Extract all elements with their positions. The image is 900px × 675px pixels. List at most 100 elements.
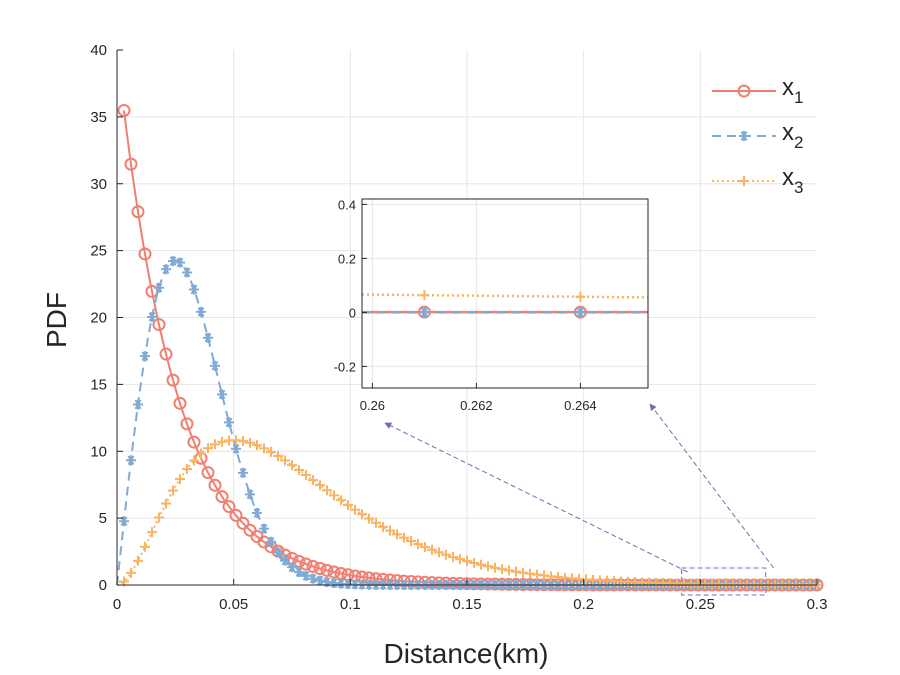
series-3-marker — [175, 474, 185, 485]
series-1-marker — [292, 554, 306, 568]
x-tick-label: 0.05 — [219, 596, 248, 613]
series-3-marker — [133, 555, 143, 566]
y-tick-label: 35 — [90, 109, 107, 126]
series-3-marker — [364, 513, 374, 524]
series-3-marker — [476, 559, 486, 570]
inset-x-tick-label: 0.262 — [460, 398, 493, 413]
tick-labels: 0 0.05 0.1 0.15 0.2 0.25 0.3 0 5 10 15 20 25 30 35 40 — [90, 42, 827, 613]
series-2-marker — [273, 547, 283, 558]
series-1-marker — [173, 396, 187, 410]
series-2-marker — [294, 567, 304, 578]
series-3-marker — [147, 527, 157, 538]
series-3-marker — [406, 536, 416, 547]
series-2-marker — [210, 360, 220, 371]
series-3-marker — [140, 541, 150, 552]
y-tick-label: 25 — [90, 243, 107, 260]
series-1-marker — [229, 508, 243, 522]
series-3-marker — [483, 561, 493, 572]
series-3-marker — [203, 443, 213, 454]
x-tick-label: 0.3 — [807, 596, 828, 613]
series-1-marker — [208, 478, 222, 492]
series-2-marker — [154, 282, 164, 293]
x-tick-label: 0.25 — [686, 596, 715, 613]
series-3-marker — [294, 465, 304, 476]
zoom-arrow-left — [384, 422, 688, 573]
inset-y-tick-label: 0.4 — [338, 197, 356, 212]
series-1-marker — [201, 466, 215, 480]
inset-plot: 0.26 0.262 0.264 -0.2 0 0.2 0.4 — [334, 197, 649, 413]
series-2-marker — [315, 575, 325, 586]
series-1-marker — [166, 373, 180, 387]
series-2-marker — [147, 311, 157, 322]
series-1-marker — [131, 205, 145, 219]
zoom-arrow-right — [649, 403, 775, 569]
series-2-marker — [196, 306, 206, 317]
series-3-marker — [161, 498, 171, 509]
series-1-marker — [313, 562, 327, 576]
series-2-marker — [224, 417, 234, 428]
series-3-marker — [210, 439, 220, 450]
series-1-marker — [187, 435, 201, 449]
series-2-marker — [343, 579, 353, 590]
series-3-marker — [427, 544, 437, 555]
series-1-marker — [306, 559, 320, 573]
inset-y-tick-label: -0.2 — [334, 359, 356, 374]
series-2-marker — [252, 507, 262, 518]
series-3-marker — [385, 525, 395, 536]
y-tick-label: 0 — [99, 577, 107, 594]
series-3-marker — [245, 437, 255, 448]
series-1-marker — [222, 500, 236, 514]
series-2-marker — [266, 536, 276, 547]
series-3-marker — [322, 485, 332, 496]
x-tick-label: 0.2 — [573, 596, 594, 613]
series-3-marker — [266, 446, 276, 457]
y-tick-label: 20 — [90, 310, 107, 327]
series-3-marker — [469, 557, 479, 568]
series-2-marker — [140, 351, 150, 362]
series-3-marker — [371, 517, 381, 528]
x-tick-label: 0.1 — [340, 596, 361, 613]
series-3-marker — [448, 552, 458, 563]
x-tick-label: 0.15 — [452, 596, 481, 613]
series-3-marker — [350, 504, 360, 515]
series-3-marker — [504, 565, 514, 576]
series-3-marker — [168, 485, 178, 496]
series-1-marker — [299, 557, 313, 571]
inset-background — [362, 199, 648, 388]
series-1-marker — [117, 103, 131, 117]
series-2-marker — [308, 573, 318, 584]
inset-series-3-marker — [419, 290, 430, 301]
series-3-marker — [126, 567, 136, 578]
series-3-marker — [315, 480, 325, 491]
series-3-marker — [357, 509, 367, 520]
y-tick-label: 30 — [90, 176, 107, 193]
series-3-marker — [287, 460, 297, 471]
series-2-marker — [287, 562, 297, 573]
y-tick-label: 5 — [99, 510, 107, 527]
inset-y-tick-label: 0 — [349, 305, 356, 320]
series-1-marker — [159, 347, 173, 361]
series-1-marker — [320, 563, 334, 577]
x-tick-label: 0 — [113, 596, 121, 613]
series-2-marker — [336, 578, 346, 589]
x-axis-label: Distance(km) — [384, 638, 549, 669]
inset-series-2-marker — [575, 307, 586, 318]
inset-x-tick-label: 0.26 — [360, 398, 385, 413]
series-2-marker — [175, 257, 185, 268]
series-3-marker — [343, 500, 353, 511]
series-2-marker — [133, 399, 143, 410]
inset-x-tick-label: 0.264 — [564, 398, 597, 413]
series-1-marker — [215, 490, 229, 504]
series-2-marker — [168, 256, 178, 267]
series-3-marker — [280, 455, 290, 466]
series-3-marker — [518, 567, 528, 578]
inset-y-tick-label: 0.2 — [338, 251, 356, 266]
series-3-marker — [308, 475, 318, 486]
series-2-marker — [231, 443, 241, 454]
inset-series-2-marker — [419, 307, 430, 318]
series-3-marker — [329, 490, 339, 501]
legend-marker — [739, 131, 749, 141]
series-2-marker — [280, 555, 290, 566]
series-1-marker — [138, 247, 152, 261]
y-axis-label: PDF — [41, 292, 72, 348]
